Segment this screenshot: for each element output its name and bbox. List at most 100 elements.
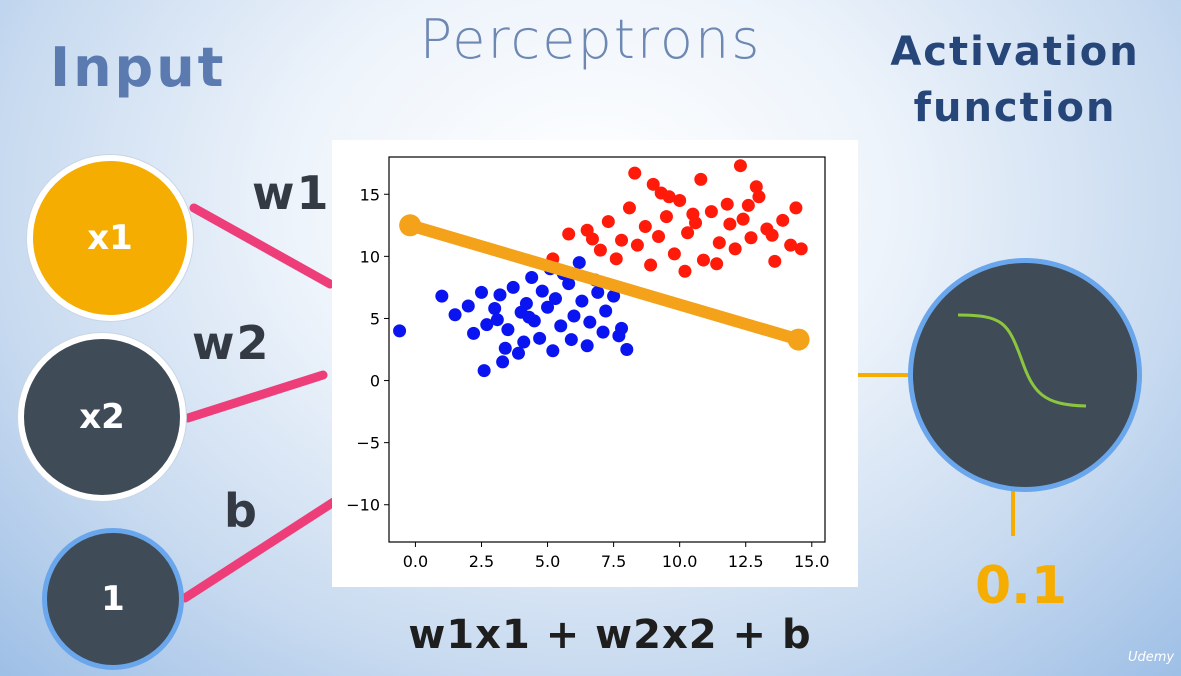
blue-point	[599, 304, 613, 318]
blue-point	[562, 277, 576, 291]
blue-point	[567, 309, 581, 323]
red-point	[733, 159, 747, 173]
red-point	[628, 166, 642, 180]
blue-point	[548, 292, 562, 306]
blue-point	[519, 297, 533, 311]
y-tick-label: 15	[360, 185, 380, 204]
red-point	[728, 242, 742, 256]
scatter-chart-panel: 0.0 2.5 5.0 7.5 10.0 12.5 15.0 15 10 5 0 −5 −10	[332, 140, 858, 587]
weight-b: b	[224, 484, 259, 538]
y-tick-label: −10	[346, 496, 380, 515]
red-point	[765, 228, 779, 242]
red-point	[593, 243, 607, 257]
connection-x1	[189, 203, 335, 289]
red-point	[712, 236, 726, 250]
input-node-x1-label: x1	[87, 218, 133, 258]
red-point	[652, 229, 666, 243]
red-point	[741, 198, 755, 212]
brand-watermark: Udemy	[1128, 650, 1175, 665]
blue-point	[474, 285, 488, 299]
x-tick-label: 0.0	[403, 552, 428, 571]
red-point	[638, 220, 652, 234]
blue-point	[522, 310, 536, 324]
input-node-x1: x1	[27, 155, 193, 321]
x-tick-label: 10.0	[662, 552, 698, 571]
red-point	[768, 254, 782, 268]
red-point	[723, 217, 737, 231]
blue-point	[493, 288, 507, 302]
red-point	[686, 207, 700, 221]
blue-point	[501, 323, 515, 337]
x-tick-label: 5.0	[535, 552, 560, 571]
decision-line	[404, 219, 805, 346]
weighted-sum-formula: w1x1 + w2x2 + b	[408, 612, 812, 658]
blue-point	[575, 294, 589, 308]
blue-point	[535, 284, 549, 298]
red-point	[694, 172, 708, 186]
y-tick-label: 10	[360, 247, 380, 266]
plot-frame	[388, 156, 826, 543]
red-point	[644, 258, 658, 272]
blue-point	[496, 355, 510, 369]
x-tick-label: 15.0	[794, 552, 830, 571]
output-value: 0.1	[975, 556, 1068, 616]
red-point	[609, 252, 623, 266]
blue-point	[533, 331, 547, 345]
decision-line-endpoint	[399, 214, 422, 237]
blue-point	[511, 346, 525, 360]
blue-point	[490, 313, 504, 327]
red-point	[667, 247, 681, 261]
red-point	[776, 213, 790, 227]
blue-point	[546, 344, 560, 358]
red-point	[585, 232, 599, 246]
blue-point	[477, 364, 491, 378]
blue-point	[612, 329, 626, 343]
x-tick-label: 7.5	[601, 552, 626, 571]
blue-point	[541, 300, 555, 314]
weight-w2: w2	[192, 316, 271, 370]
blue-point	[448, 308, 462, 322]
input-node-x2-label: x2	[79, 397, 125, 437]
bias-node: 1	[42, 528, 184, 670]
y-tick-label: 0	[370, 372, 380, 391]
blue-point	[572, 256, 586, 270]
input-node-x2: x2	[18, 333, 186, 501]
blue-point	[488, 302, 502, 316]
red-point	[784, 238, 798, 252]
red-point	[720, 197, 734, 211]
blue-point	[525, 270, 539, 284]
connection-b	[180, 489, 351, 603]
blue-point	[506, 280, 520, 294]
activation-node	[908, 258, 1142, 492]
bias-node-label: 1	[101, 579, 125, 619]
red-point	[654, 186, 668, 200]
blue-point	[564, 333, 578, 347]
blue-point	[467, 326, 481, 340]
red-point	[646, 177, 660, 191]
blue-point	[435, 289, 449, 303]
red-point	[704, 205, 718, 219]
red-point	[659, 210, 673, 224]
blue-point	[480, 318, 494, 332]
red-point	[615, 233, 629, 247]
y-tick-label: 5	[370, 309, 380, 328]
input-heading: Input	[50, 36, 227, 99]
blue-point	[591, 285, 605, 299]
red-point	[673, 193, 687, 207]
blue-point	[620, 343, 634, 356]
activation-heading-line1: Activation	[890, 29, 1140, 75]
page-title: Perceptrons	[419, 8, 762, 71]
red-point	[744, 231, 758, 245]
blue-point	[596, 325, 610, 339]
red-point	[749, 180, 763, 194]
red-point	[681, 226, 695, 240]
blue-point	[607, 289, 621, 303]
red-point	[622, 201, 636, 215]
weight-w1: w1	[252, 166, 331, 220]
scatter-chart: 0.0 2.5 5.0 7.5 10.0 12.5 15.0 15 10 5 0 −5 −10	[346, 156, 830, 571]
red-point	[601, 215, 615, 229]
blue-point	[393, 324, 407, 338]
decision-line-endpoint	[787, 328, 810, 351]
red-point	[794, 242, 808, 256]
